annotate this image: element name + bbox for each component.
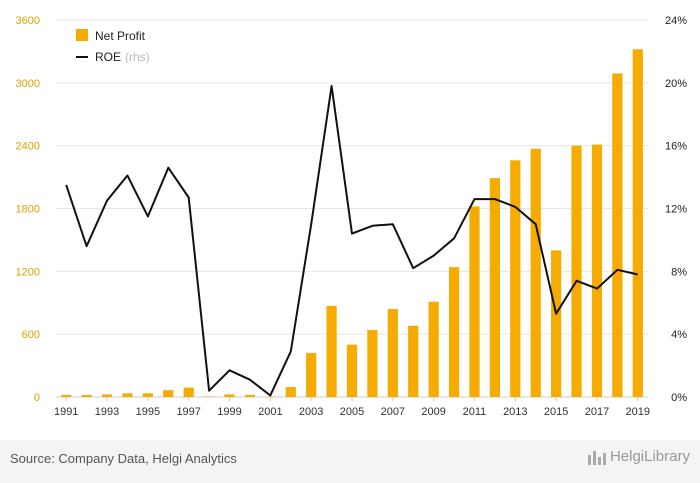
brand-logo: HelgiLibrary bbox=[587, 448, 690, 465]
x-tick-label: 2009 bbox=[421, 406, 445, 418]
y-right-tick-label: 8% bbox=[671, 266, 687, 278]
y-left-tick-label: 3600 bbox=[16, 15, 40, 27]
x-tick-label: 1995 bbox=[136, 406, 160, 418]
bar-1991 bbox=[61, 394, 72, 397]
x-tick-label: 2017 bbox=[585, 406, 609, 418]
bar-1994 bbox=[122, 393, 133, 397]
legend-swatch-net-profit bbox=[76, 29, 88, 41]
y-right-tick-label: 20% bbox=[665, 78, 687, 90]
bar-2008 bbox=[408, 325, 419, 397]
bar-1995 bbox=[142, 393, 153, 397]
x-tick-label: 2007 bbox=[381, 406, 405, 418]
bar-1997 bbox=[183, 387, 194, 397]
brand-name: HelgiLibrary bbox=[609, 448, 690, 465]
bar-1996 bbox=[163, 390, 174, 397]
roe-line bbox=[65, 85, 639, 397]
x-tick-label: 2015 bbox=[544, 406, 568, 418]
bar-2014 bbox=[530, 148, 541, 397]
bar-2005 bbox=[346, 344, 358, 397]
legend-roe-name: ROE bbox=[95, 50, 121, 64]
bar-2004 bbox=[326, 305, 337, 397]
x-tick-label: 1997 bbox=[176, 406, 200, 418]
y-right-tick-label: 12% bbox=[665, 204, 687, 216]
bar-2018 bbox=[612, 73, 623, 398]
bar-2003 bbox=[306, 353, 317, 397]
right-axis-ticks: 0% 4% 8% 12% 16% 20% 24% bbox=[665, 15, 687, 404]
y-right-tick-label: 0% bbox=[671, 392, 687, 404]
y-left-tick-label: 0 bbox=[34, 392, 40, 404]
bar-1992 bbox=[81, 394, 92, 397]
bar-2010 bbox=[448, 267, 460, 397]
left-axis-ticks: 0 600 1200 1800 2400 3000 3600 bbox=[16, 15, 40, 404]
x-axis-ticks: 1991 1993 1995 1997 1999 2001 2003 2005 2007 2009… bbox=[54, 397, 650, 418]
bar-2002 bbox=[285, 387, 296, 397]
x-tick-label: 1993 bbox=[95, 406, 119, 418]
gridlines bbox=[56, 19, 648, 398]
bar-2007 bbox=[387, 309, 398, 397]
chart: 0 600 1200 1800 2400 3000 3600 0% 4% 8% 12% 16% 20%… bbox=[16, 15, 688, 418]
bar-1993 bbox=[101, 394, 113, 397]
bar-2000 bbox=[244, 394, 256, 397]
x-tick-label: 2001 bbox=[258, 406, 282, 418]
y-right-tick-label: 24% bbox=[665, 15, 687, 27]
x-tick-label: 2003 bbox=[299, 406, 323, 418]
source-text: Source: Company Data, Helgi Analytics bbox=[10, 451, 237, 466]
legend-label-net-profit: Net Profit bbox=[95, 29, 146, 43]
x-tick-label: 2019 bbox=[626, 406, 650, 418]
y-left-tick-label: 2400 bbox=[16, 141, 40, 153]
legend-label-roe: ROE (rhs) bbox=[95, 50, 150, 64]
bar-2006 bbox=[367, 329, 378, 397]
bar-2019 bbox=[632, 49, 643, 397]
y-left-tick-label: 600 bbox=[22, 329, 40, 341]
legend: Net Profit ROE (rhs) bbox=[76, 29, 150, 64]
bar-1999 bbox=[224, 394, 235, 397]
bar-2013 bbox=[510, 160, 521, 397]
bar-2017 bbox=[591, 144, 603, 397]
x-tick-label: 1991 bbox=[54, 406, 78, 418]
footer: Source: Company Data, Helgi Analytics He… bbox=[0, 440, 700, 483]
legend-roe-rhs: (rhs) bbox=[125, 50, 150, 64]
bar-2016 bbox=[571, 145, 582, 397]
bar-2015 bbox=[551, 250, 562, 397]
library-icon bbox=[587, 449, 606, 465]
y-left-tick-label: 1800 bbox=[16, 204, 40, 216]
x-tick-label: 2005 bbox=[340, 406, 364, 418]
net-profit-bars bbox=[61, 49, 643, 398]
bar-2011 bbox=[469, 206, 480, 397]
bar-2012 bbox=[489, 178, 500, 397]
bar-2009 bbox=[428, 301, 439, 397]
y-right-tick-label: 16% bbox=[665, 141, 687, 153]
bar-1998 bbox=[204, 396, 215, 397]
x-tick-label: 2011 bbox=[463, 406, 487, 418]
bar-2001 bbox=[265, 396, 276, 397]
x-tick-label: 2013 bbox=[503, 406, 527, 418]
y-left-tick-label: 1200 bbox=[16, 266, 40, 278]
x-tick-label: 1999 bbox=[217, 406, 241, 418]
y-right-tick-label: 4% bbox=[671, 329, 687, 341]
y-left-tick-label: 3000 bbox=[16, 78, 40, 90]
